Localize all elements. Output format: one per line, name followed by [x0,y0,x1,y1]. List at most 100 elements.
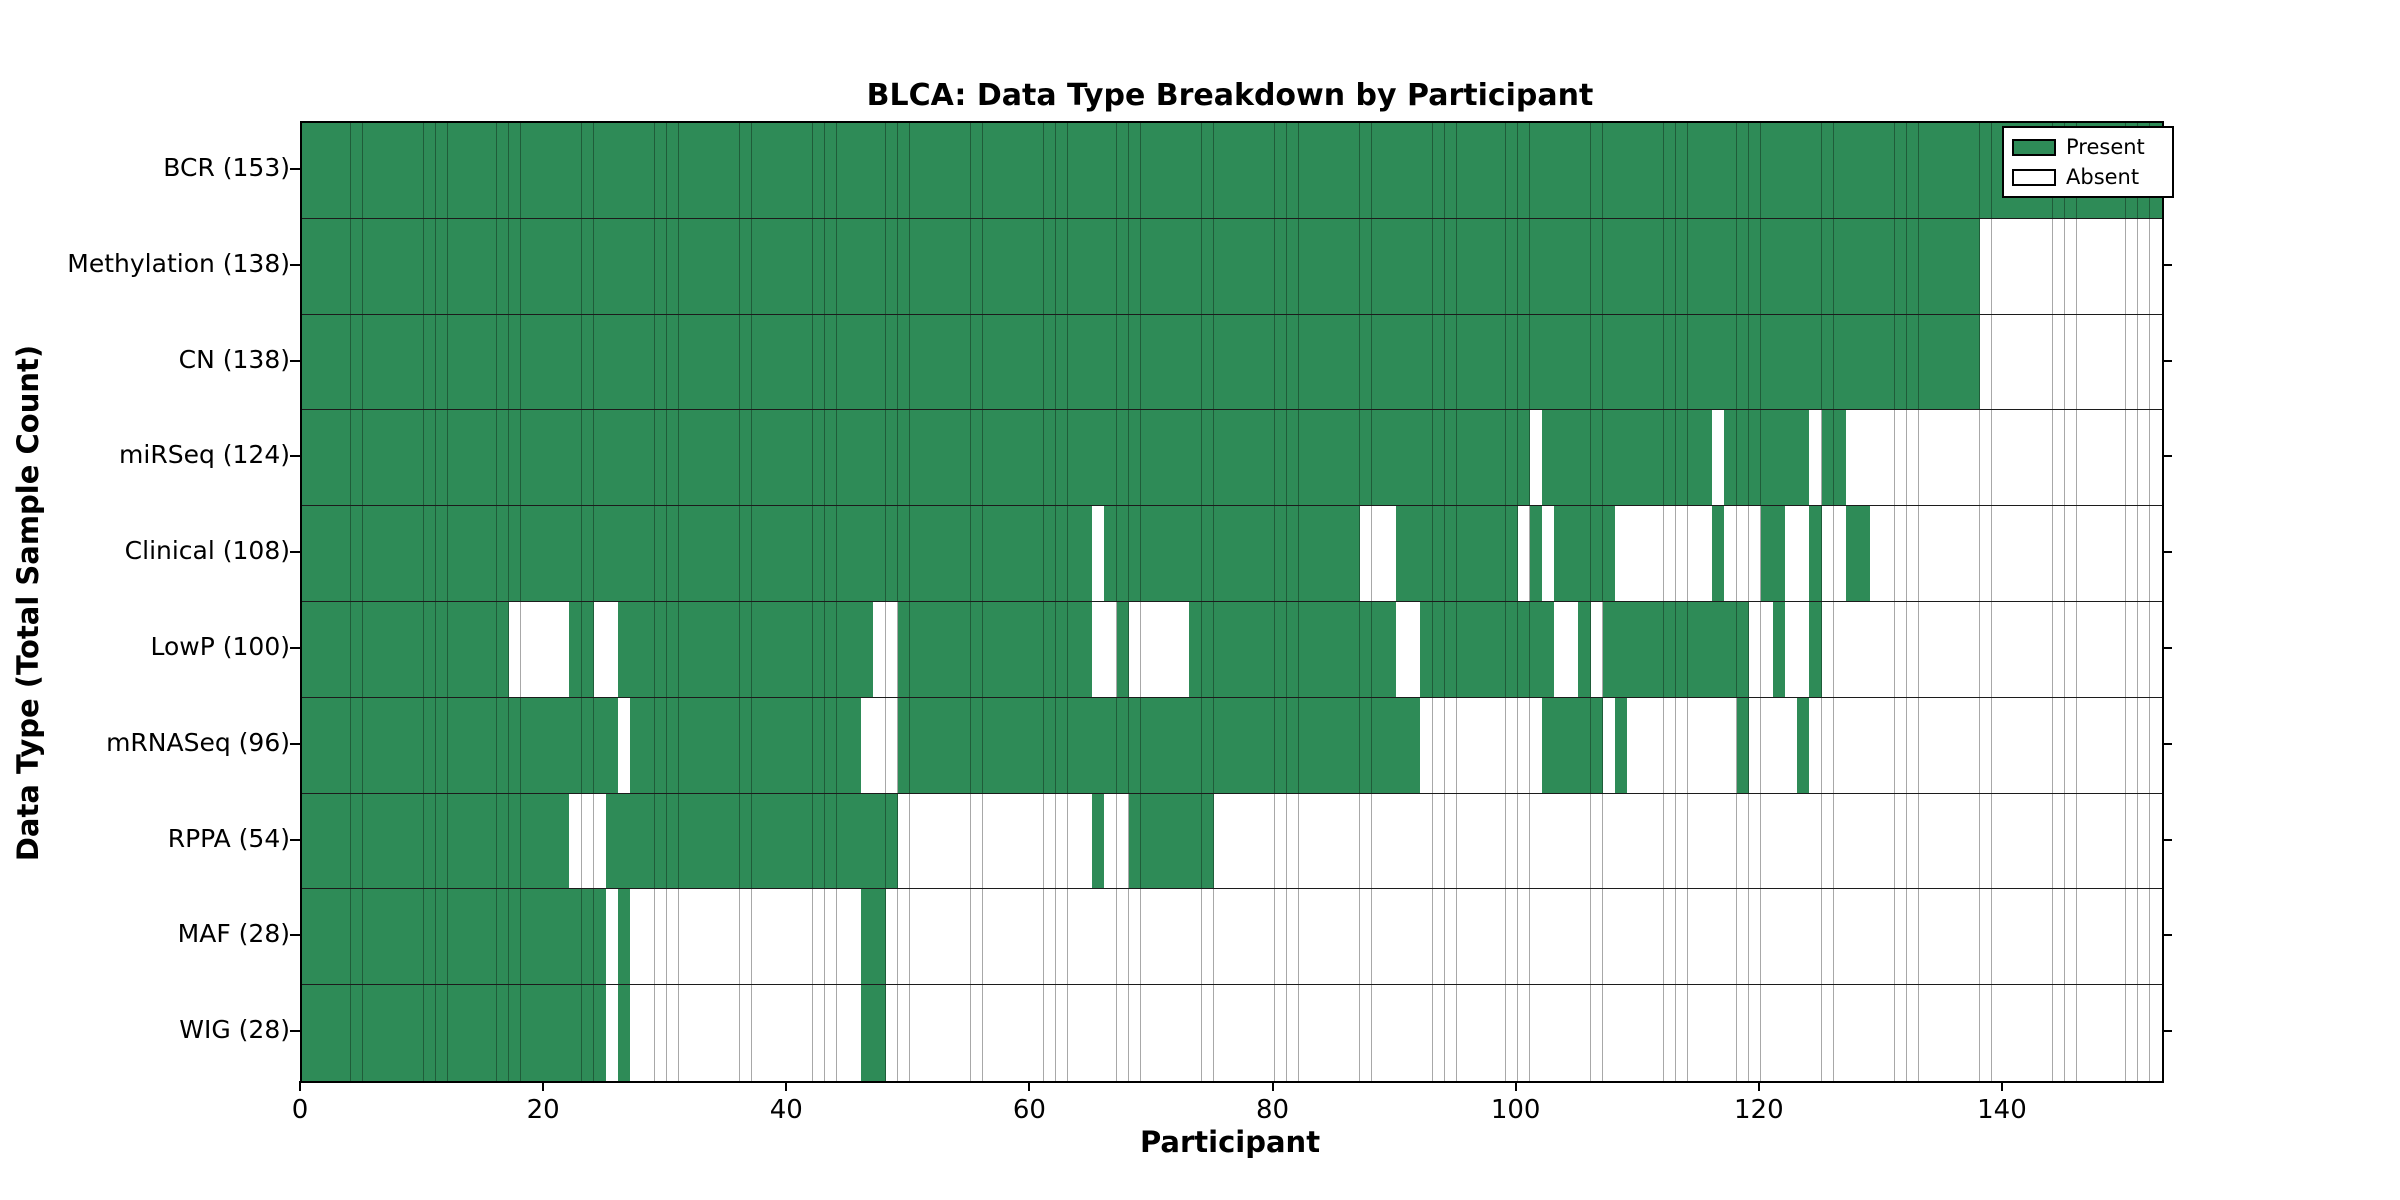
present-cell [1785,410,1798,506]
present-cell [982,123,996,218]
present-cell [460,410,473,506]
absent-cell [1979,985,1993,1081]
present-cell [1189,506,1203,601]
absent-cell [2064,410,2078,506]
absent-cell [1055,889,1069,985]
present-cell [350,410,364,506]
present-cell [1396,697,1409,793]
present-cell [678,602,692,697]
absent-cell [678,985,692,1081]
absent-cell [1894,697,1908,793]
absent-cell [1481,793,1494,889]
absent-cell [1116,793,1130,889]
right-y-tick [2162,359,2172,362]
present-cell [350,697,364,793]
present-cell [861,506,874,601]
absent-cell [508,602,522,697]
present-cell [1152,218,1166,314]
present-cell [1043,697,1057,793]
absent-cell [1250,889,1263,985]
absent-cell [2113,218,2127,314]
absent-cell [2101,410,2114,506]
present-cell [1323,697,1336,793]
x-tick-label-80: 80 [1256,1095,1290,1125]
absent-cell [1298,889,1312,985]
present-cell [1055,123,1069,218]
absent-cell [2089,602,2102,697]
absent-cell [1456,793,1470,889]
absent-cell [1262,889,1276,985]
absent-cell [1225,889,1239,985]
present-cell [1736,697,1750,793]
present-cell [350,218,364,314]
y-axis-label: Data Type (Total Sample Count) [11,344,45,862]
present-cell [1663,314,1677,410]
absent-cell [2089,793,2102,889]
present-cell [1955,314,1969,410]
present-cell [715,697,729,793]
present-cell [763,506,777,601]
absent-cell [1845,889,1859,985]
absent-cell [2052,697,2066,793]
absent-cell [1383,506,1397,601]
absent-cell [1590,602,1604,697]
present-cell [532,889,546,985]
present-cell [812,314,826,410]
present-cell [970,410,984,506]
legend-entry-absent: Absent [2012,165,2164,189]
present-cell [739,218,753,314]
present-cell [387,218,400,314]
present-cell [387,793,400,889]
absent-cell [581,793,595,889]
present-cell [1031,314,1045,410]
present-cell [1493,602,1507,697]
absent-cell [1894,889,1908,985]
x-tick [542,1081,545,1091]
heatmap-row-Methylation [302,218,2162,315]
absent-cell [2016,314,2029,410]
absent-cell [1918,602,1932,697]
absent-cell [1931,506,1944,601]
present-cell [642,218,656,314]
absent-cell [1943,985,1956,1081]
absent-cell [1383,985,1397,1081]
present-cell [1323,506,1336,601]
absent-cell [1700,506,1713,601]
absent-cell [1882,697,1896,793]
present-cell [812,697,826,793]
present-cell [703,697,716,793]
present-cell [496,602,510,697]
absent-cell [2028,410,2042,506]
present-cell [399,985,412,1081]
x-tick-label-100: 100 [1490,1095,1541,1125]
present-cell [1627,218,1640,314]
absent-cell [2101,218,2114,314]
present-cell [484,889,498,985]
present-cell [411,314,425,410]
present-cell [326,697,340,793]
absent-cell [1651,889,1665,985]
present-cell [1359,123,1373,218]
absent-cell [1687,793,1701,889]
present-cell [314,985,327,1081]
absent-cell [958,889,972,985]
absent-cell [1517,506,1531,601]
absent-cell [630,889,643,985]
present-cell [994,410,1008,506]
present-cell [1104,123,1118,218]
absent-cell [1639,985,1652,1081]
present-cell [836,410,850,506]
present-cell [435,123,449,218]
present-cell [302,123,315,218]
absent-cell [1019,985,1032,1081]
present-cell [1700,314,1713,410]
absent-cell [1918,410,1932,506]
absent-cell [1858,697,1871,793]
present-cell [1529,602,1543,697]
present-cell [1772,123,1786,218]
absent-cell [2076,985,2090,1081]
absent-cell [1371,793,1385,889]
present-cell [1201,506,1215,601]
present-cell [1274,697,1288,793]
absent-cell [1092,506,1105,601]
